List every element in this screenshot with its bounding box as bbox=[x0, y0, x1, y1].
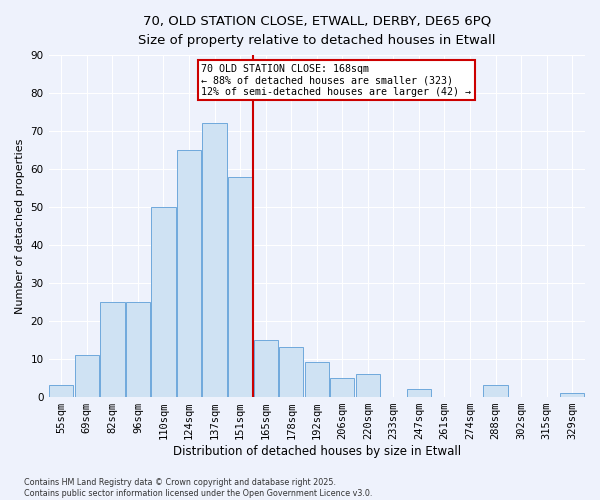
X-axis label: Distribution of detached houses by size in Etwall: Distribution of detached houses by size … bbox=[173, 444, 461, 458]
Text: 70 OLD STATION CLOSE: 168sqm
← 88% of detached houses are smaller (323)
12% of s: 70 OLD STATION CLOSE: 168sqm ← 88% of de… bbox=[202, 64, 472, 97]
Text: Contains HM Land Registry data © Crown copyright and database right 2025.
Contai: Contains HM Land Registry data © Crown c… bbox=[24, 478, 373, 498]
Bar bbox=[228, 176, 252, 396]
Bar bbox=[305, 362, 329, 396]
Bar bbox=[100, 302, 125, 396]
Title: 70, OLD STATION CLOSE, ETWALL, DERBY, DE65 6PQ
Size of property relative to deta: 70, OLD STATION CLOSE, ETWALL, DERBY, DE… bbox=[138, 15, 496, 47]
Bar bbox=[356, 374, 380, 396]
Bar bbox=[151, 207, 176, 396]
Bar bbox=[407, 389, 431, 396]
Bar bbox=[202, 124, 227, 396]
Bar bbox=[254, 340, 278, 396]
Bar bbox=[560, 393, 584, 396]
Bar bbox=[330, 378, 355, 396]
Bar bbox=[484, 385, 508, 396]
Bar bbox=[279, 348, 304, 397]
Bar bbox=[49, 385, 73, 396]
Bar bbox=[177, 150, 201, 396]
Y-axis label: Number of detached properties: Number of detached properties bbox=[15, 138, 25, 314]
Bar bbox=[75, 355, 99, 397]
Bar bbox=[126, 302, 150, 396]
